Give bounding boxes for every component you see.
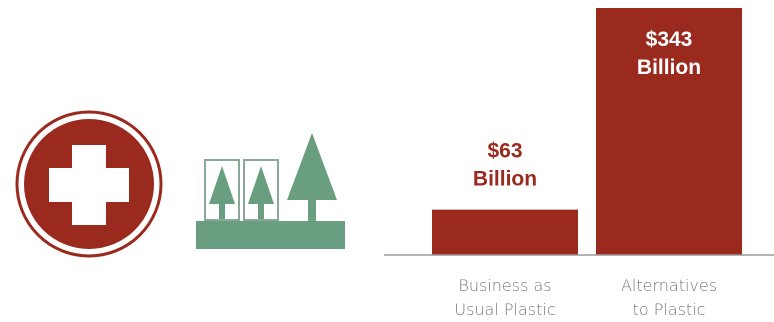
bar-1 [432, 209, 578, 255]
medical-cross-icon [15, 110, 163, 258]
category-label-1: Business as Usual Plastic [454, 276, 555, 319]
bar-value-label-1: $63 Billion [473, 140, 537, 191]
bar-chart: $63 Billion $343 Billion Business as Usual P… [384, 8, 774, 319]
category-label-2: Alternatives to Plastic [621, 276, 717, 319]
forest-icon [196, 133, 345, 249]
bar-value-label-2: $343 Billion [637, 28, 701, 79]
bar-2 [596, 8, 742, 255]
